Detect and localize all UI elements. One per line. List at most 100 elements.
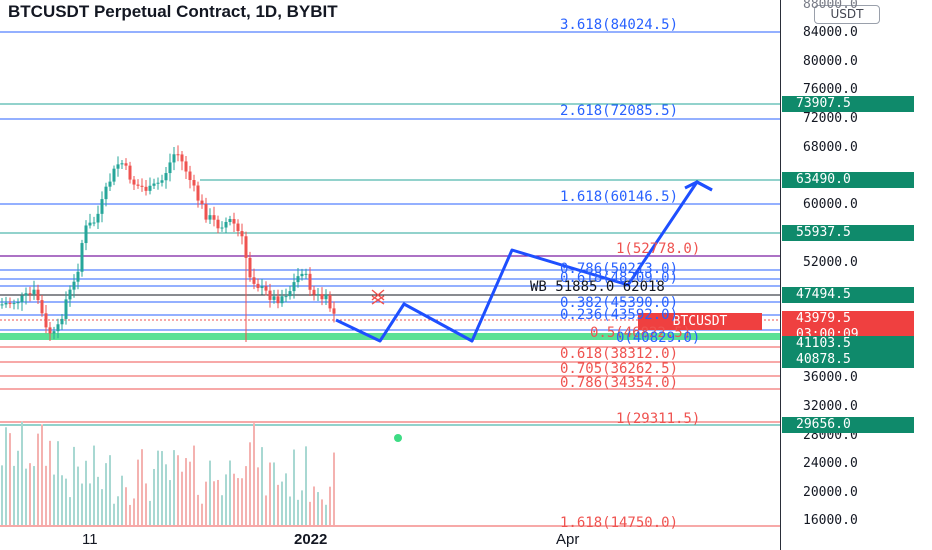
price-tick-top: 88000.0 (803, 0, 858, 12)
fib-label-0382-top: 0.382(45390.0) (560, 295, 679, 311)
volume-bar (13, 465, 15, 525)
candle-body (292, 282, 296, 292)
volume-bar (133, 498, 135, 525)
volume-bar (113, 503, 115, 525)
volume-bar (29, 463, 31, 525)
candle-body (200, 200, 204, 205)
price-tag-55937[interactable]: 55937.5 (782, 225, 914, 241)
volume-bar (289, 496, 291, 525)
fib-label-05-mid: 0.5(46822.5) (590, 325, 692, 341)
volume-bar (89, 483, 91, 525)
candle-body (88, 222, 92, 226)
time-tick: 11 (82, 531, 98, 548)
fib-label-3618: 3.618(84024.5) (560, 17, 679, 33)
volume-bar (97, 476, 99, 525)
candle-body (144, 186, 148, 191)
candle-body (80, 243, 84, 272)
currency-selector[interactable]: USDT (814, 5, 880, 24)
price-tag-40878[interactable]: 40878.5 (782, 352, 914, 368)
candle-body (60, 318, 64, 325)
candles-group (0, 145, 336, 342)
volume-bar (261, 447, 263, 525)
candle-body (280, 296, 284, 304)
volume-bar (185, 458, 187, 525)
candle-body (8, 302, 12, 304)
volume-bar (325, 504, 327, 525)
candle-body (184, 161, 188, 172)
volume-bar (201, 503, 203, 525)
candle-body (276, 296, 280, 304)
candle-body (296, 276, 300, 283)
candle-body (136, 184, 140, 186)
fib-label-0236-top: 0.236(43592.0) (560, 307, 679, 323)
volume-bar (121, 475, 123, 525)
volume-bar (137, 459, 139, 525)
volume-bar (265, 495, 267, 525)
candle-body (300, 273, 304, 277)
volume-bar (217, 479, 219, 525)
candle-body (220, 227, 224, 229)
price-tick: 80000.0 (803, 54, 858, 69)
price-tag-29656[interactable]: 29656.0 (782, 417, 914, 433)
volume-bar (221, 495, 223, 525)
volume-bar (209, 460, 211, 525)
wb-label: WB 51885.0 62018 (530, 279, 665, 295)
volume-bar (305, 446, 307, 525)
green-dot-marker (394, 434, 402, 442)
candle-body (12, 303, 16, 305)
volume-bar (193, 445, 195, 525)
volume-bar (17, 450, 19, 525)
candle-body (68, 289, 72, 300)
fib-label-0618: 0.618(38312.0) (560, 346, 679, 362)
candle-body (216, 219, 220, 229)
candle-body (224, 221, 228, 228)
candle-body (28, 293, 32, 295)
chart-title: BTCUSDT Perpetual Contract, 1D, BYBIT (8, 2, 338, 21)
candle-body (328, 295, 332, 309)
candle-body (324, 295, 328, 300)
candle-body (244, 236, 248, 258)
volume-bar (53, 474, 55, 525)
candle-body (168, 162, 172, 174)
volume-bar (281, 481, 283, 525)
volume-bar (269, 462, 271, 525)
price-tag-73907[interactable]: 73907.5 (782, 96, 914, 112)
candle-body (228, 219, 232, 222)
candle-body (180, 154, 184, 162)
candle-body (196, 185, 200, 201)
price-tick: 36000.0 (803, 370, 858, 385)
volume-bar (181, 471, 183, 525)
fib-label-0786: 0.786(34354.0) (560, 375, 679, 391)
candle-body (64, 299, 68, 319)
candle-body (108, 181, 112, 187)
price-tag-63490[interactable]: 63490.0 (782, 172, 914, 188)
price-tag-47494[interactable]: 47494.5 (782, 287, 914, 303)
candle-body (312, 289, 316, 295)
price-tick: 20000.0 (803, 485, 858, 500)
candle-body (36, 289, 40, 301)
candle-body (316, 294, 320, 296)
volume-bar (309, 501, 311, 525)
volume-bar (165, 464, 167, 525)
candle-body (288, 291, 292, 297)
volume-bar (65, 478, 67, 525)
candle-body (332, 308, 336, 314)
projection-arrowhead (684, 180, 713, 192)
fib-label-0786-top: 0.786(50213.0) (560, 261, 679, 277)
candle-body (172, 154, 176, 163)
candle-body (148, 185, 152, 191)
candle-body (176, 154, 180, 156)
volume-bar (205, 481, 207, 525)
price-tag-41103[interactable]: 41103.5 (782, 336, 914, 352)
candle-body (272, 296, 276, 300)
fib-label-0-bottom: 0(40829.0) (616, 330, 701, 346)
candle-body (192, 180, 196, 186)
volume-bar (101, 489, 103, 525)
candle-body (248, 257, 252, 278)
candle-body (56, 324, 60, 332)
volume-bar (301, 490, 303, 525)
volume-group (1, 421, 335, 525)
volume-bar (293, 449, 295, 525)
